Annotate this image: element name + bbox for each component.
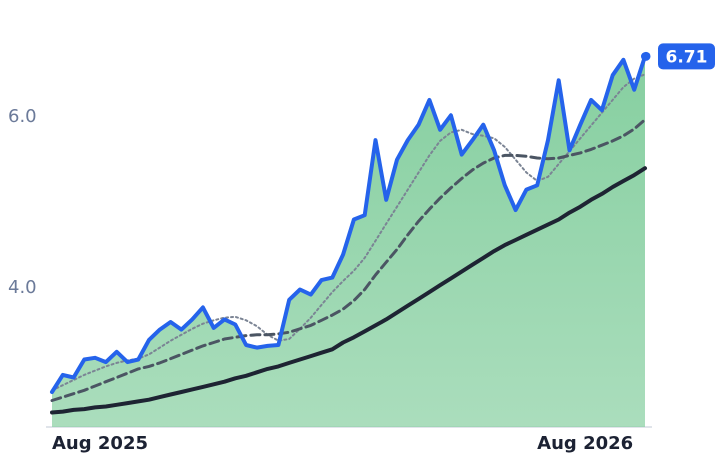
series-line xyxy=(50,166,647,415)
x-tick-label: Aug 2026 xyxy=(537,433,633,454)
last-value-badge xyxy=(658,43,715,70)
series-line xyxy=(50,118,647,402)
x-tick-label: Aug 2025 xyxy=(52,433,148,454)
badge-dot xyxy=(641,51,651,61)
series-line xyxy=(50,54,647,394)
series-line xyxy=(51,73,646,392)
y-tick-label: 4.0 xyxy=(8,277,37,298)
last-value-label: 6.71 xyxy=(666,47,708,67)
y-tick-label: 6.0 xyxy=(8,106,37,127)
